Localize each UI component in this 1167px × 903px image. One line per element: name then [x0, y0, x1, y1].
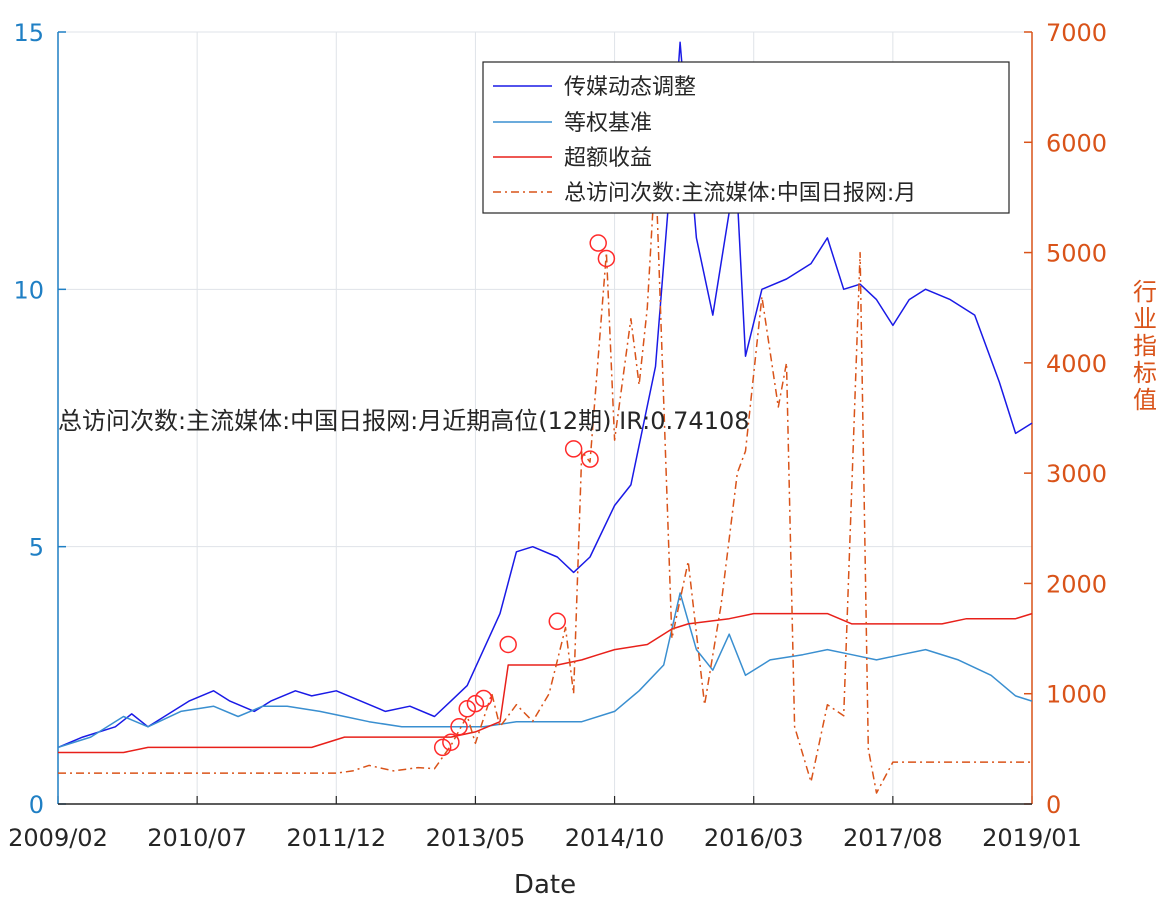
series-line-1: [57, 41, 1033, 749]
x-tick-label-7: 2019/01: [982, 824, 1082, 852]
x-tick-label-5: 2016/03: [704, 824, 804, 852]
signal-marker-10: [589, 234, 607, 252]
signal-marker-9: [581, 450, 599, 468]
left-tick-label-3: 15: [13, 19, 44, 47]
right-axis-label-char-2: 指: [1133, 332, 1157, 360]
right-tick-label-2: 2000: [1046, 570, 1107, 598]
right-axis-label-char-3: 标: [1133, 359, 1157, 387]
axes: 2009/02 2010/07 2011/12 2013/05 2014/10 2016/…: [8, 19, 1107, 852]
signal-marker-1: [442, 733, 460, 751]
x-tick-label-3: 2013/05: [426, 824, 526, 852]
signal-marker-6: [499, 635, 517, 654]
x-tick-label-2: 2011/12: [286, 824, 386, 852]
signal-marker-11: [597, 249, 616, 268]
x-tick-label-4: 2014/10: [565, 824, 665, 852]
x-tick-label-6: 2017/08: [843, 824, 943, 852]
legend-label-2: 等权基准: [564, 111, 652, 136]
signal-markers: [433, 234, 616, 757]
right-tick-label-7: 7000: [1046, 19, 1107, 47]
left-tick-label-2: 10: [13, 276, 44, 304]
legend-box: [482, 61, 1010, 214]
signal-marker-5: [474, 689, 493, 708]
legend-label-4: 总访问次数:主流媒体:中国日报网:月: [564, 181, 916, 206]
right-tick-label-4: 4000: [1046, 350, 1107, 378]
right-tick-label-6: 6000: [1046, 129, 1107, 157]
right-tick-label-0: 0: [1046, 791, 1061, 819]
left-tick-label-1: 5: [29, 534, 44, 562]
x-tick-label-1: 2010/07: [147, 824, 247, 852]
x-axis-label: Date: [514, 870, 576, 900]
series-line-2: [57, 592, 1033, 749]
right-axis-label-char-0: 行: [1133, 278, 1157, 306]
series-line-4: [58, 163, 1032, 794]
series-lines: [57, 41, 1033, 794]
legend-label-1: 传媒动态调整: [564, 75, 696, 100]
right-axis-label-char-4: 值: [1133, 386, 1157, 414]
ir-annotation: 总访问次数:主流媒体:中国日报网:月近期高位(12期) IR:0.74108: [58, 407, 750, 435]
signal-marker-2: [450, 718, 468, 736]
series-line-3: [58, 612, 1033, 754]
left-tick-label-0: 0: [29, 791, 44, 819]
legend: 传媒动态调整 等权基准 超额收益 总访问次数:主流媒体:中国日报网:月: [482, 61, 1010, 214]
signal-marker-8: [564, 440, 583, 458]
legend-label-3: 超额收益: [564, 146, 652, 171]
right-axis-label-char-1: 业: [1133, 305, 1157, 333]
x-tick-label-0: 2009/02: [8, 824, 108, 852]
right-tick-label-1: 1000: [1046, 681, 1107, 709]
right-tick-label-5: 5000: [1046, 240, 1107, 268]
right-tick-label-3: 3000: [1046, 460, 1107, 488]
signal-marker-7: [548, 612, 567, 631]
